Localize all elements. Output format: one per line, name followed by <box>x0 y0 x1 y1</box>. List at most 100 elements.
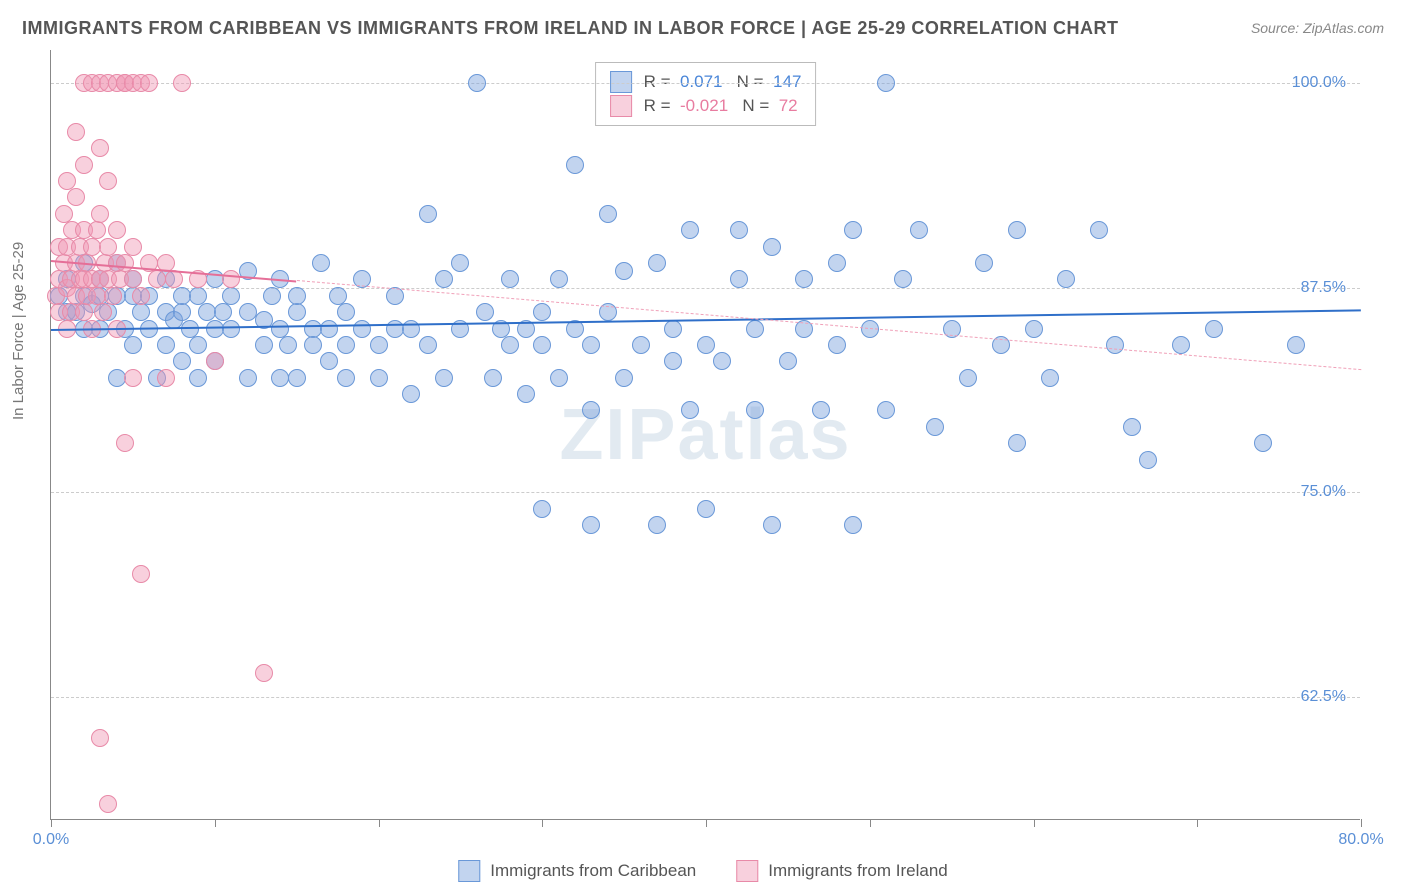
scatter-point <box>304 336 322 354</box>
scatter-point <box>304 320 322 338</box>
scatter-point <box>599 205 617 223</box>
y-tick-label: 87.5% <box>1301 279 1346 297</box>
scatter-point <box>484 369 502 387</box>
y-tick-label: 62.5% <box>1301 688 1346 706</box>
scatter-point <box>419 336 437 354</box>
scatter-point <box>828 336 846 354</box>
legend-label: Immigrants from Ireland <box>768 861 948 881</box>
scatter-point <box>140 74 158 92</box>
x-tick <box>1034 819 1035 827</box>
scatter-point <box>697 500 715 518</box>
scatter-point <box>681 221 699 239</box>
scatter-point <box>271 320 289 338</box>
scatter-point <box>730 270 748 288</box>
x-tick <box>379 819 380 827</box>
scatter-point <box>910 221 928 239</box>
scatter-point <box>353 320 371 338</box>
gridline-h <box>51 697 1360 698</box>
scatter-point <box>370 336 388 354</box>
legend-stat: R = -0.021 N = 72 <box>644 96 798 116</box>
scatter-point <box>664 352 682 370</box>
scatter-point <box>582 336 600 354</box>
scatter-point <box>746 320 764 338</box>
scatter-point <box>632 336 650 354</box>
y-axis-label: In Labor Force | Age 25-29 <box>10 242 27 420</box>
gridline-h <box>51 288 1360 289</box>
scatter-point <box>648 254 666 272</box>
x-tick <box>1197 819 1198 827</box>
scatter-point <box>189 336 207 354</box>
scatter-point <box>329 287 347 305</box>
scatter-point <box>1057 270 1075 288</box>
scatter-point <box>124 270 142 288</box>
scatter-point <box>713 352 731 370</box>
source-attribution: Source: ZipAtlas.com <box>1251 20 1384 36</box>
scatter-point <box>926 418 944 436</box>
scatter-point <box>132 303 150 321</box>
scatter-point <box>763 238 781 256</box>
scatter-point <box>501 336 519 354</box>
scatter-point <box>75 303 93 321</box>
chart-title: IMMIGRANTS FROM CARIBBEAN VS IMMIGRANTS … <box>22 18 1119 39</box>
legend-label: Immigrants from Caribbean <box>490 861 696 881</box>
scatter-point <box>959 369 977 387</box>
scatter-point <box>116 434 134 452</box>
scatter-point <box>222 287 240 305</box>
scatter-point <box>386 320 404 338</box>
x-tick <box>706 819 707 827</box>
scatter-point <box>75 156 93 174</box>
legend-swatch <box>458 860 480 882</box>
scatter-point <box>1287 336 1305 354</box>
scatter-point <box>779 352 797 370</box>
scatter-point <box>1090 221 1108 239</box>
scatter-point <box>476 303 494 321</box>
scatter-point <box>173 303 191 321</box>
x-tick <box>870 819 871 827</box>
scatter-point <box>402 385 420 403</box>
scatter-point <box>746 401 764 419</box>
scatter-point <box>1041 369 1059 387</box>
scatter-point <box>648 516 666 534</box>
scatter-point <box>222 270 240 288</box>
scatter-point <box>157 336 175 354</box>
x-tick-label: 80.0% <box>1338 831 1383 849</box>
scatter-point <box>124 369 142 387</box>
scatter-point <box>681 401 699 419</box>
scatter-point <box>173 352 191 370</box>
scatter-point <box>255 664 273 682</box>
scatter-point <box>1123 418 1141 436</box>
x-tick <box>542 819 543 827</box>
scatter-point <box>239 303 257 321</box>
legend-row: R = -0.021 N = 72 <box>610 95 802 117</box>
scatter-point <box>91 205 109 223</box>
scatter-point <box>1025 320 1043 338</box>
scatter-point <box>206 352 224 370</box>
scatter-point <box>975 254 993 272</box>
scatter-point <box>271 369 289 387</box>
scatter-point <box>67 123 85 141</box>
scatter-point <box>582 516 600 534</box>
scatter-point <box>566 156 584 174</box>
series-legend: Immigrants from Caribbean Immigrants from… <box>458 860 947 882</box>
correlation-legend: R = 0.071 N = 147R = -0.021 N = 72 <box>595 62 817 126</box>
scatter-point <box>877 74 895 92</box>
gridline-h <box>51 83 1360 84</box>
scatter-point <box>124 238 142 256</box>
legend-item: Immigrants from Ireland <box>736 860 948 882</box>
scatter-point <box>55 205 73 223</box>
scatter-point <box>501 270 519 288</box>
scatter-point <box>94 303 112 321</box>
scatter-point <box>337 303 355 321</box>
scatter-point <box>435 270 453 288</box>
scatter-point <box>664 320 682 338</box>
scatter-point <box>582 401 600 419</box>
scatter-point <box>288 287 306 305</box>
scatter-point <box>468 74 486 92</box>
scatter-point <box>288 303 306 321</box>
scatter-point <box>148 270 166 288</box>
scatter-point <box>165 270 183 288</box>
watermark: ZIPatlas <box>559 394 851 476</box>
scatter-point <box>1008 434 1026 452</box>
scatter-point <box>533 500 551 518</box>
scatter-point <box>844 516 862 534</box>
